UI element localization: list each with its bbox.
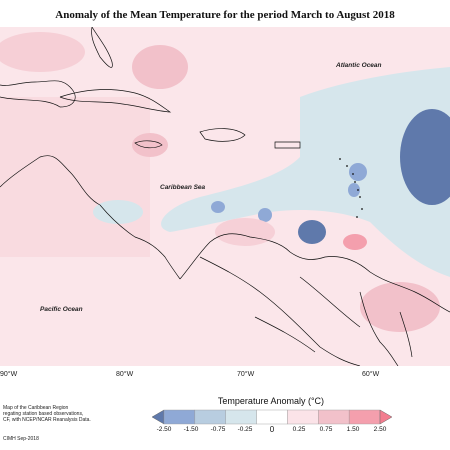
pacific-ocean-label: Pacific Ocean bbox=[40, 306, 83, 313]
anomaly-positive-guianas bbox=[360, 282, 440, 332]
temperature-anomaly-map bbox=[0, 27, 450, 366]
puerto-rico-outline bbox=[274, 141, 301, 149]
note-line-1: Map of the Caribbean Region bbox=[3, 405, 69, 411]
land-outlines bbox=[0, 27, 450, 366]
legend-tick-label: -1.50 bbox=[183, 426, 199, 433]
guyana-outline bbox=[359, 291, 399, 366]
legend-tick-label: -2.50 bbox=[156, 426, 172, 433]
central-america-outline bbox=[0, 155, 181, 280]
legend-title: Temperature Anomaly (°C) bbox=[217, 396, 325, 406]
note-line-2: regating station based observations, bbox=[3, 411, 84, 417]
anomaly-negative-atlantic bbox=[161, 67, 450, 277]
florida-outline bbox=[91, 27, 113, 68]
anomaly-negative-caribbean-west bbox=[93, 200, 143, 224]
legend-tick-label: 1.50 bbox=[346, 426, 360, 433]
anomaly-negative-atlantic-core bbox=[400, 109, 450, 205]
legend-color-swatch bbox=[287, 409, 319, 425]
hispaniola-outline bbox=[199, 128, 246, 142]
anomaly-positive-east bbox=[343, 234, 367, 250]
peru-brazil-border bbox=[254, 316, 316, 353]
anomaly-positive-hispaniola bbox=[132, 133, 168, 157]
map-title: Anomaly of the Mean Temperature for the … bbox=[55, 9, 395, 21]
legend-tick-label: 2.50 bbox=[373, 426, 387, 433]
south-america-outline bbox=[179, 233, 450, 313]
suriname-outline bbox=[399, 311, 413, 358]
legend-tick-label: 0 bbox=[269, 425, 275, 434]
anomaly-positive-west bbox=[0, 97, 150, 257]
note-line-3: CF, with NCEP/NCAR Reanalysis Data. bbox=[3, 417, 91, 423]
longitude-label-80w: 80°W bbox=[116, 371, 134, 378]
caribbean-sea-label: Caribbean Sea bbox=[160, 184, 206, 191]
longitude-label-70w: 70°W bbox=[237, 371, 255, 378]
legend-color-swatch bbox=[225, 409, 257, 425]
jamaica-outline bbox=[134, 140, 163, 149]
legend-tick-label: 0.25 bbox=[292, 426, 306, 433]
longitude-label-90w: 90°W bbox=[0, 371, 18, 378]
anomaly-negative-coast-1 bbox=[211, 201, 225, 213]
anomaly-negative-guadeloupe bbox=[349, 163, 367, 181]
legend-color-swatch bbox=[318, 409, 350, 425]
legend-tick-label: 0.75 bbox=[319, 426, 333, 433]
anomaly-negative-trinidad bbox=[298, 220, 326, 244]
anomaly-negative-barbados bbox=[348, 183, 360, 197]
lesser-antilles-dots bbox=[339, 158, 363, 218]
legend-color-swatch bbox=[194, 409, 226, 425]
anomaly-positive-gulf bbox=[0, 32, 85, 72]
anomaly-negative-coast-2 bbox=[258, 208, 272, 222]
atlantic-ocean-label: Atlantic Ocean bbox=[336, 62, 382, 69]
legend-color-swatch bbox=[163, 409, 196, 425]
anomaly-positive-venezuela-coast bbox=[215, 218, 275, 246]
legend-color-swatch bbox=[256, 409, 288, 425]
legend-tick-label: -0.25 bbox=[237, 426, 253, 433]
mexico-yucatan-outline bbox=[0, 80, 76, 108]
legend-arrow-high bbox=[379, 409, 392, 425]
legend-colorbar bbox=[152, 409, 392, 425]
venezuela-brazil-border bbox=[299, 276, 361, 328]
anomaly-positive-bahamas bbox=[132, 45, 188, 89]
legend-arrow-low bbox=[152, 409, 165, 425]
legend-tick-label: -0.75 bbox=[210, 426, 226, 433]
colombia-venezuela-interior bbox=[199, 256, 361, 366]
credit-text: CIMH Sep-2018 bbox=[3, 436, 39, 442]
legend-color-swatch bbox=[348, 409, 381, 425]
longitude-label-60w: 60°W bbox=[362, 371, 380, 378]
cuba-outline bbox=[59, 89, 172, 113]
